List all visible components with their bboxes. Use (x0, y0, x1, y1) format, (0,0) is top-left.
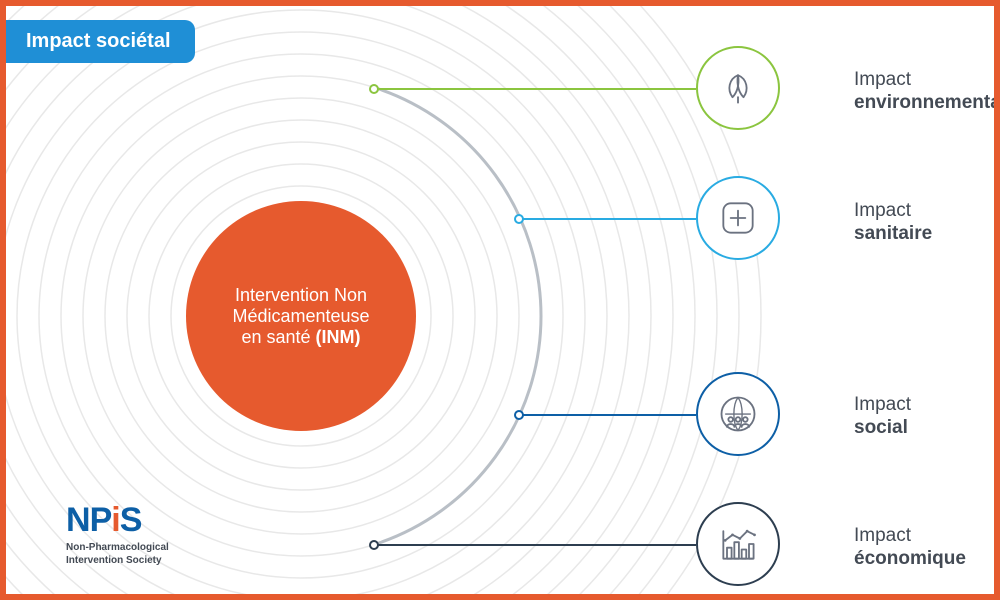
impact-node-économique: Impactéconomique (696, 502, 780, 586)
connector-dot (369, 84, 379, 94)
logo-sub-2: Intervention Society (66, 555, 169, 566)
center-node: Intervention Non Médicamenteuse en santé… (186, 201, 416, 431)
chart-icon (696, 502, 780, 586)
infographic-frame: Impact sociétal Intervention Non Médicam… (0, 0, 1000, 600)
logo-sub-1: Non-Pharmacological (66, 542, 169, 553)
impact-node-social: Impactsocial (696, 372, 780, 456)
logo-letter-n: N (66, 501, 90, 539)
logo: NPiS Non-Pharmacological Intervention So… (66, 501, 169, 566)
connector-dot (514, 410, 524, 420)
center-node-text: Intervention Non Médicamenteuse en santé… (232, 285, 369, 348)
title-badge: Impact sociétal (6, 20, 195, 63)
impact-connector (375, 88, 696, 90)
leaf-icon (696, 46, 780, 130)
center-line-1: Intervention Non (235, 285, 367, 305)
impact-label: Impactsocial (854, 394, 911, 440)
logo-letter-s: S (120, 501, 142, 539)
logo-main: NPiS (66, 501, 169, 540)
impact-connector (520, 218, 696, 220)
impact-node-environnemental: Impactenvironnemental (696, 46, 780, 130)
title-badge-text: Impact sociétal (26, 30, 171, 52)
impact-node-sanitaire: Impactsanitaire (696, 176, 780, 260)
people-icon (696, 372, 780, 456)
center-line-2: Médicamenteuse (232, 306, 369, 326)
center-line-bold: (INM) (316, 327, 361, 347)
impact-connector (375, 544, 696, 546)
medical-icon (696, 176, 780, 260)
center-line-3: en santé (241, 327, 310, 347)
impact-label: Impactsanitaire (854, 200, 932, 246)
logo-letter-p: P (90, 501, 112, 539)
logo-letter-i: i (111, 501, 119, 539)
impact-label: Impactéconomique (854, 525, 966, 571)
impact-label: Impactenvironnemental (854, 69, 1000, 115)
impact-connector (520, 414, 696, 416)
